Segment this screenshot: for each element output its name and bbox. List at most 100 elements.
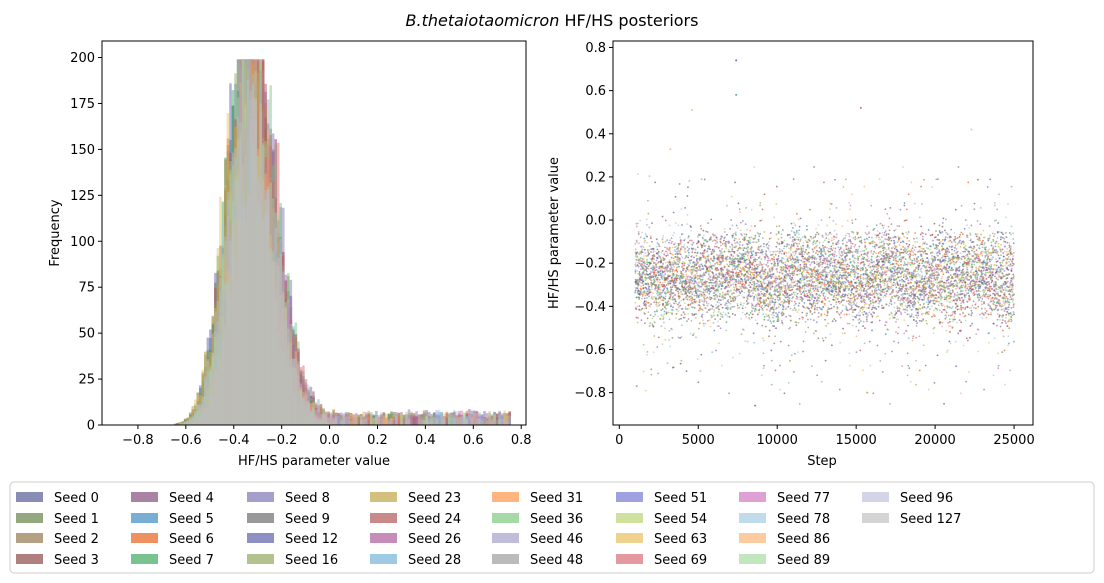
trace-point [1001,351,1004,354]
histogram-bar [422,410,426,425]
histogram-bar [347,416,350,425]
histogram-bar [221,279,225,425]
histogram-bar [304,397,308,425]
histogram-bar [395,414,398,425]
histogram-bar [211,324,215,425]
trace-point [830,344,833,347]
histogram-bar [329,423,333,425]
trace-point [739,241,742,243]
trace-point [924,364,927,367]
trace-point [825,283,828,286]
histogram-bar [251,169,255,425]
histogram-bar [304,384,308,425]
trace-point [880,241,883,244]
trace-point [903,204,906,207]
trace-point [884,333,887,335]
trace-point [802,340,805,343]
figure-title-italic: B.thetaiotaomicron [406,11,560,30]
histogram-bar [186,418,189,425]
histogram-bar [201,400,205,425]
histogram-bar [231,105,235,426]
histogram-bar [206,404,210,425]
trace-point [809,302,812,305]
histogram-bar [181,423,184,425]
histogram-bar [319,415,323,425]
histogram-bar [359,419,363,425]
trace-point [944,255,947,258]
histogram-bar [211,381,215,425]
histogram-bar [221,339,225,425]
trace-point [802,350,804,353]
histogram-bar [309,416,313,425]
histogram-bar [274,218,277,425]
trace-point [691,251,694,254]
histogram-bar [181,423,184,425]
histogram-bar [410,414,413,425]
trace-panel: 0 5000 10000 15000 20000 25000 −0.8−0.6−0.4−0… [547,40,1035,469]
trace-point [844,293,847,296]
trace-point [954,318,956,321]
histogram-bar [307,390,310,425]
histogram-bar [359,413,363,425]
trace-point [987,256,989,258]
histogram-y-axis-label: Frequency [48,199,63,266]
trace-point [678,318,681,321]
histogram-bar [312,407,315,425]
histogram-bar [221,270,225,425]
histogram-bar [204,388,207,425]
histogram-bar [266,254,270,425]
trace-point [688,247,690,250]
histogram-bar [324,411,328,425]
histogram-bar [435,418,438,425]
trace-point [960,304,962,307]
histogram-bar [219,298,222,425]
trace-point [957,332,960,335]
histogram-bar [440,416,443,425]
histogram-bar [410,416,413,425]
histogram-bar [395,414,398,425]
trace-point [933,236,936,239]
histogram-bar [455,418,459,425]
trace-point [798,229,801,232]
histogram-bar [193,405,197,425]
histogram-bar [256,145,260,425]
trace-point [801,299,803,302]
histogram-bar [231,304,235,425]
histogram-bar [460,418,464,425]
histogram-bar [193,404,197,425]
histogram-bar [480,417,484,425]
histogram-bar [201,372,205,425]
trace-point [992,273,995,276]
histogram-bar [473,416,476,425]
trace-point [989,178,992,181]
histogram-bar [307,398,310,425]
trace-point [921,262,924,265]
histogram-x-tick-label: 0.0 [319,433,340,448]
trace-point [715,245,718,248]
histogram-bar [206,356,210,425]
trace-point [654,181,657,184]
histogram-bar [216,352,220,425]
trace-point [801,291,804,294]
trace-point [655,284,658,286]
histogram-bar [254,112,257,425]
trace-point [955,365,958,368]
trace-point [770,349,773,352]
histogram-bar [229,262,232,425]
trace-point [679,241,682,243]
histogram-bar [417,415,421,425]
histogram-bar [382,420,386,425]
histogram-bar [214,391,217,425]
histogram-bar [236,90,240,425]
histogram-bar [485,418,489,425]
trace-point [1001,248,1004,251]
histogram-bar [183,419,187,425]
histogram-bar [299,376,303,425]
trace-point [783,392,786,395]
histogram-bar [186,418,189,425]
histogram-bar [284,307,288,425]
histogram-bar [448,414,451,425]
histogram-bar [216,272,220,425]
histogram-bar [199,391,202,425]
trace-point [905,208,908,211]
